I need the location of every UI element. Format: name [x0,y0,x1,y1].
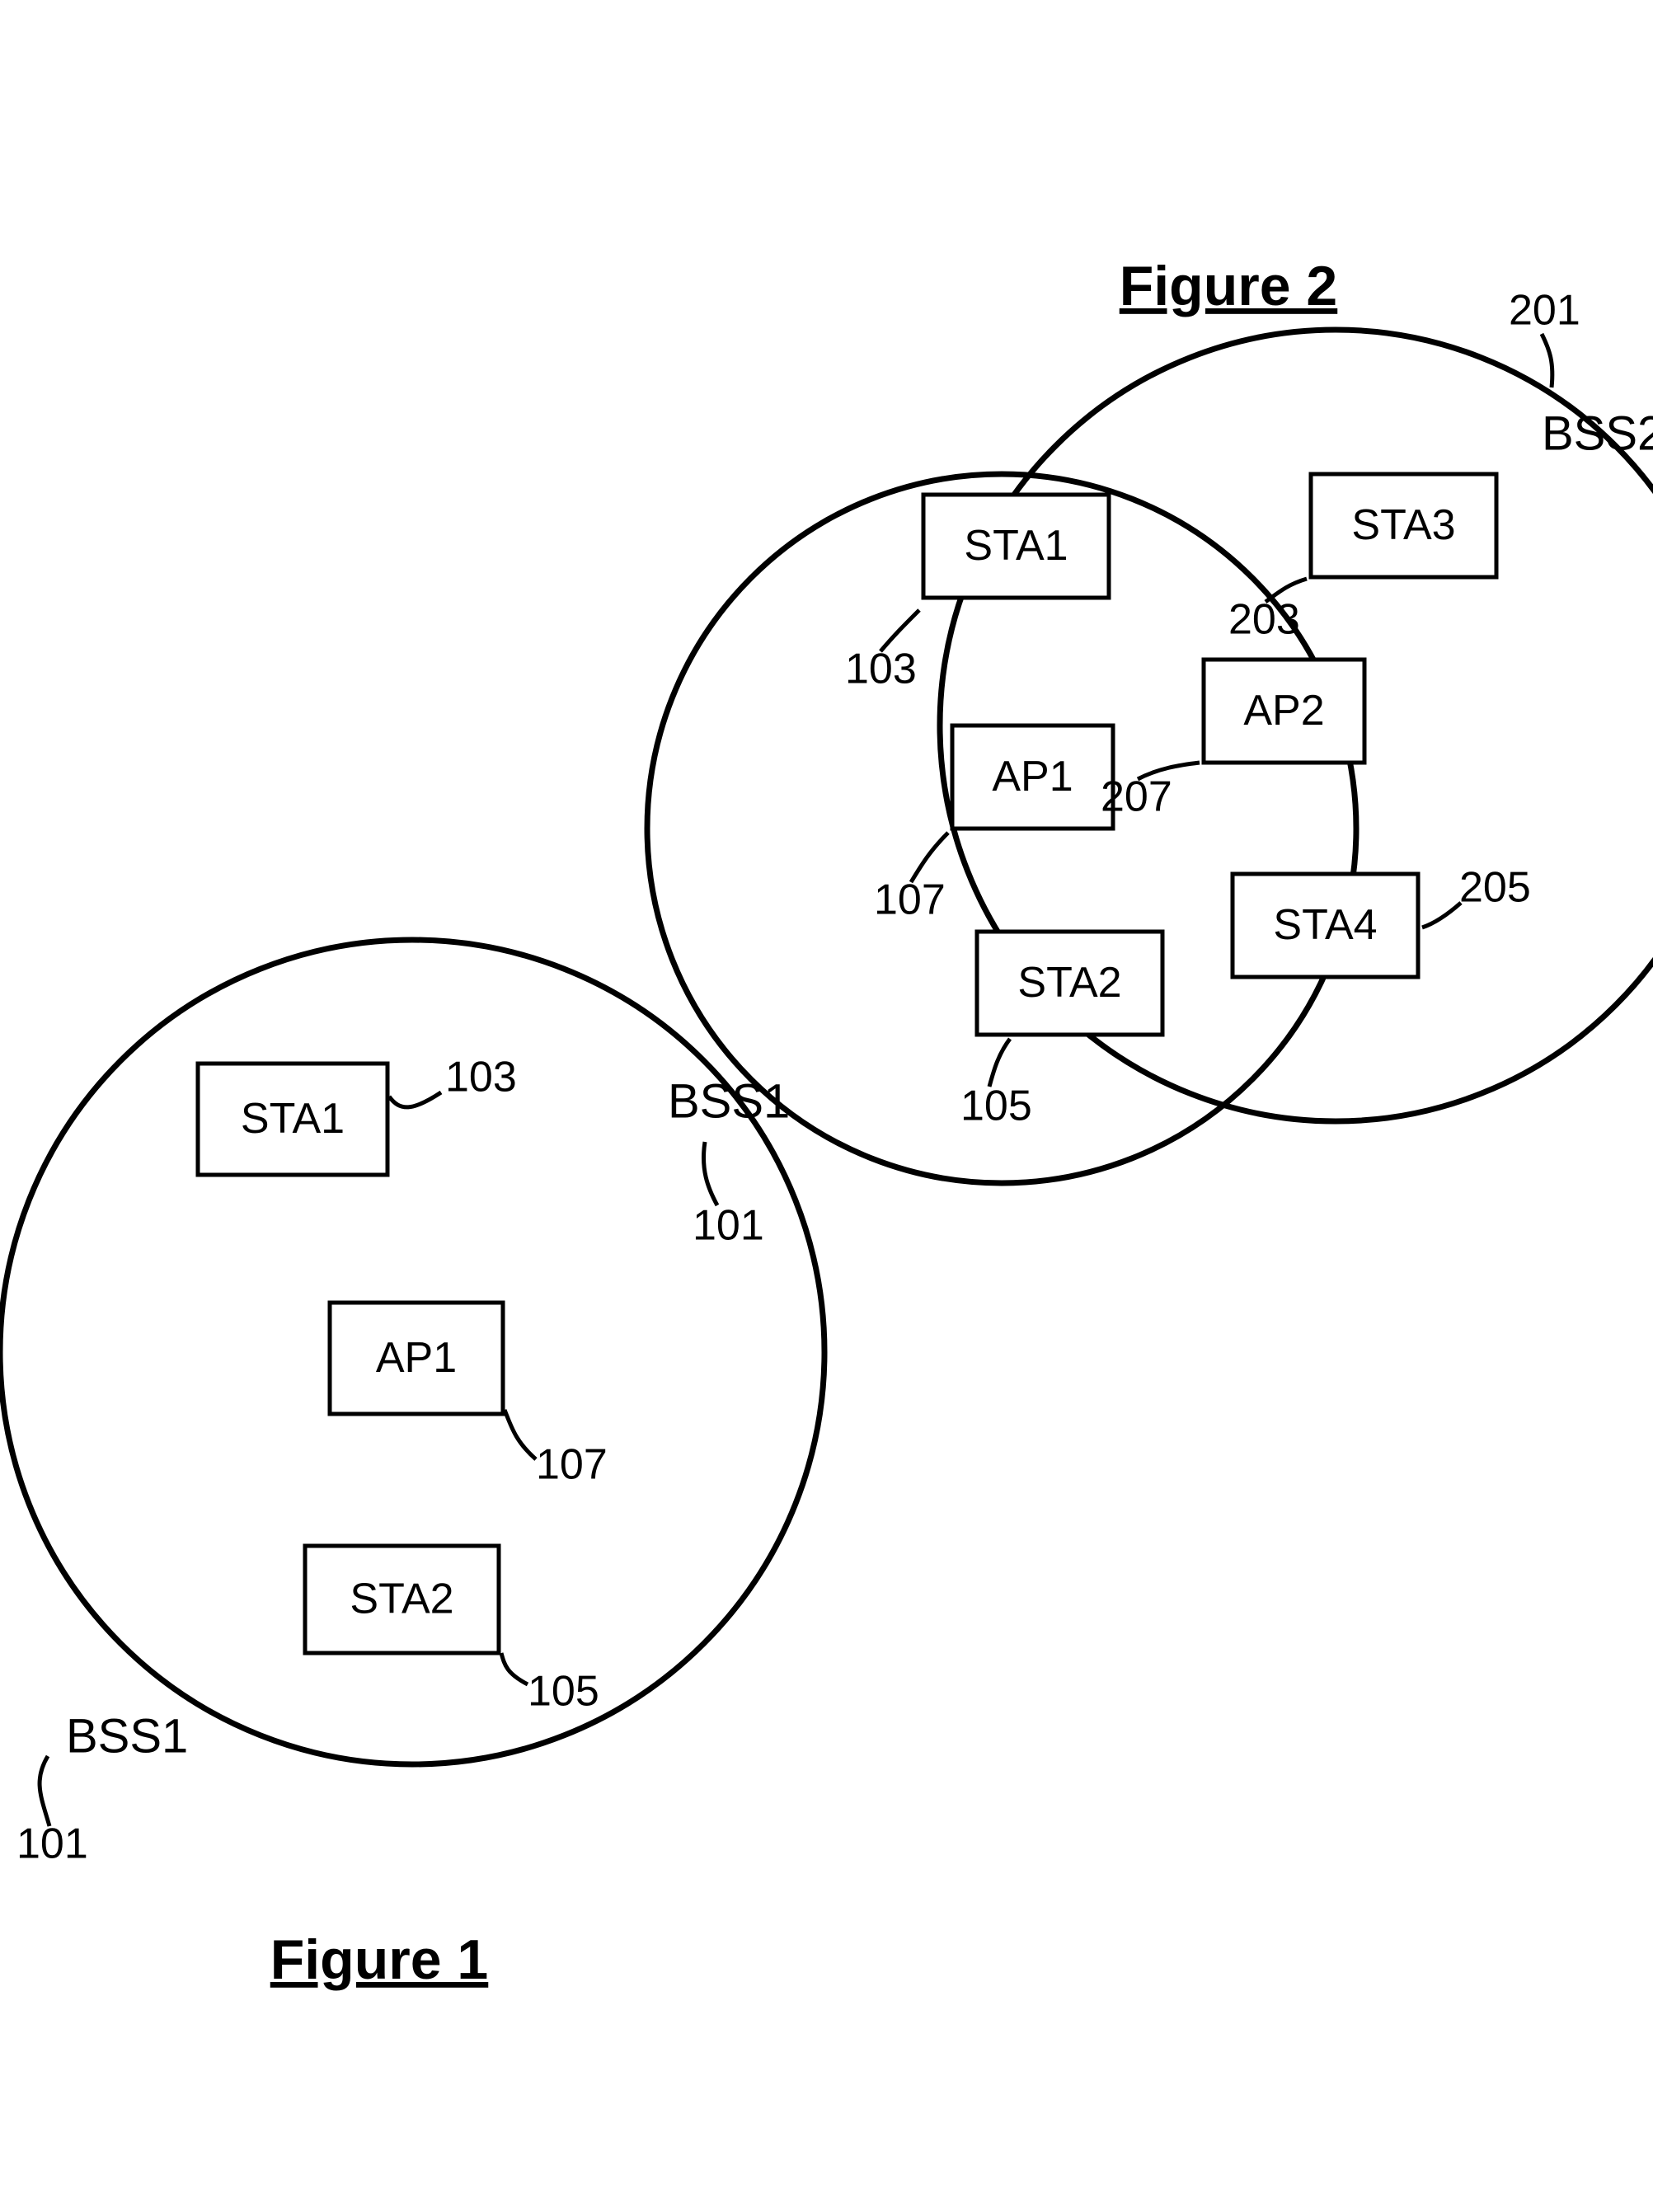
fig2-sta2-leader [989,1039,1010,1087]
fig1-sta1-label: STA1 [241,1095,345,1143]
fig2-ap2-label: AP2 [1243,687,1324,735]
fig2-sta3-ref: 203 [1228,596,1300,644]
fig2-sta2-ref: 105 [960,1083,1032,1130]
fig1-title: Figure 1 [270,1928,489,1991]
fig2-ap1-leader [911,833,948,882]
fig1-sta2-leader [501,1653,528,1684]
fig2-sta2-label: STA2 [1017,959,1121,1007]
fig2-sta1-ref: 103 [845,646,917,693]
fig2-sta4-ref: 205 [1459,864,1531,912]
fig2-bss2-ref: 201 [1509,287,1580,335]
fig1-sta2-label: STA2 [350,1576,453,1623]
fig2-bss1-label: BSS1 [668,1074,790,1128]
fig2-bss1-leader [703,1142,717,1205]
fig2-ap1-label: AP1 [992,753,1073,801]
fig2-bss2-label: BSS2 [1542,406,1653,460]
fig1-ap1-ref: 107 [536,1441,608,1489]
fig1-sta2-ref: 105 [528,1668,599,1716]
fig2-bss2-leader [1542,334,1552,387]
fig1-bss1-leader [40,1756,49,1826]
fig1-sta1-leader [389,1092,441,1107]
fig1-ap1-label: AP1 [376,1334,457,1382]
fig1-bss1-label: BSS1 [66,1709,188,1763]
fig2-ap2-ref: 207 [1101,773,1172,821]
fig2-ap1-ref: 107 [874,876,946,924]
fig2-sta4-leader [1422,903,1461,928]
fig1-bss1-ref: 101 [16,1820,88,1868]
fig2-sta3-label: STA3 [1351,501,1455,549]
fig2-sta4-label: STA4 [1273,901,1377,949]
fig2-sta1-label: STA1 [964,522,1068,570]
fig1-sta1-ref: 103 [445,1054,517,1101]
fig2-title: Figure 2 [1120,255,1338,317]
fig1-ap1-leader [505,1410,536,1459]
fig2-bss1-ref: 101 [693,1202,764,1250]
